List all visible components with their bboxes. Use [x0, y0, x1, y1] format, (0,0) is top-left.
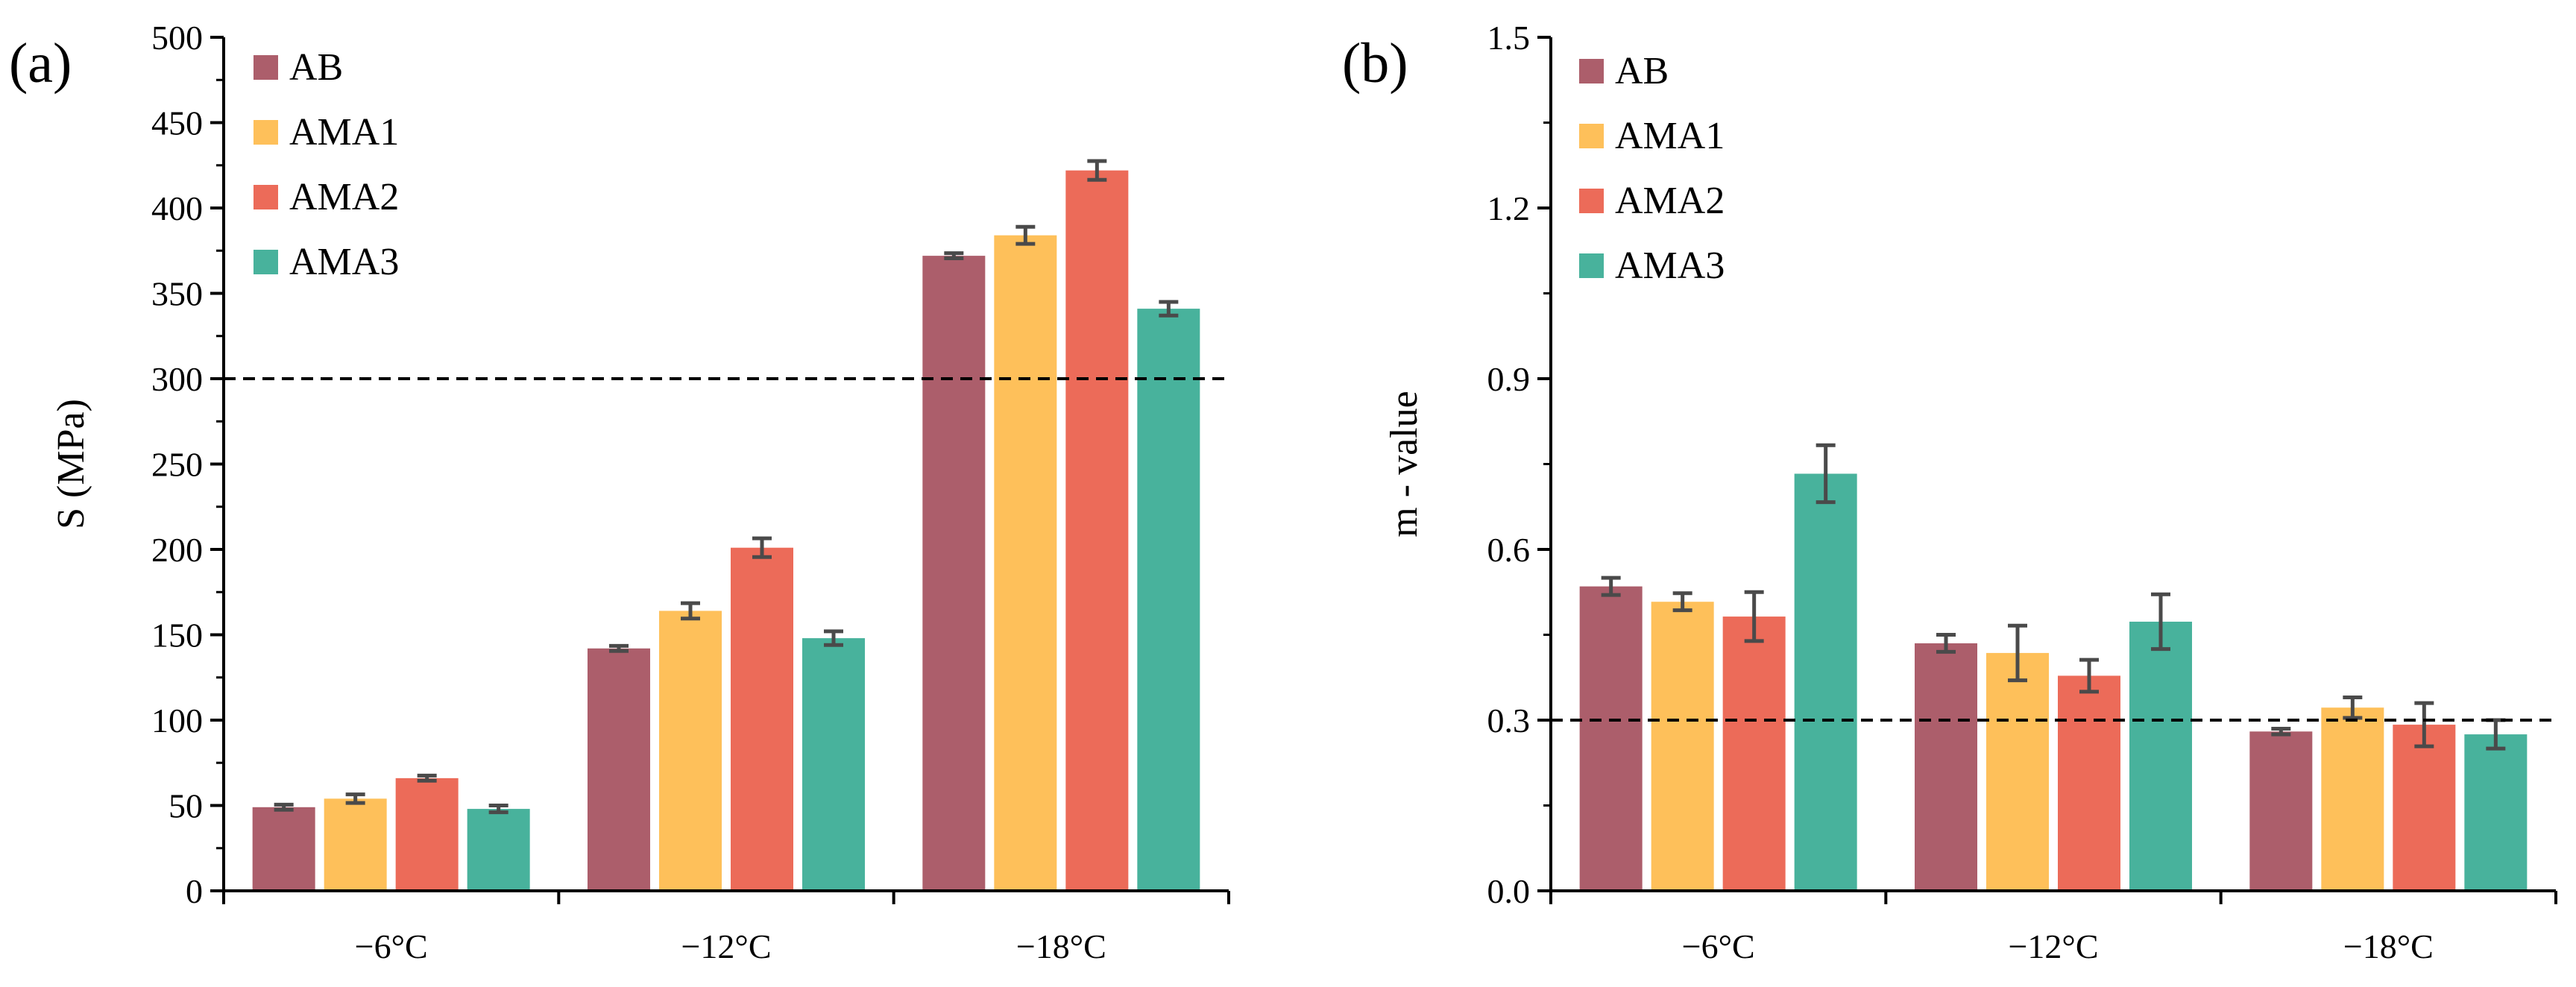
y-tick-label: 0.3: [1487, 701, 1531, 740]
bar-ama1-2: [2321, 707, 2384, 891]
legend-label-ama3: AMA3: [289, 241, 399, 283]
bar-ama2-0: [1722, 617, 1786, 891]
y-tick-label: 250: [151, 446, 203, 484]
bar-ama3-0: [1794, 473, 1857, 891]
y-axis-title: S (MPa): [50, 399, 92, 529]
x-tick-label: −6°C: [1682, 927, 1755, 965]
legend-swatch-ama1: [1579, 124, 1604, 148]
x-tick-label: −12°C: [2008, 927, 2098, 965]
legend-label-ama2: AMA2: [289, 176, 399, 218]
bar-ab-2: [922, 256, 986, 891]
legend-label-ab: AB: [289, 46, 343, 89]
y-axis-title: m - value: [1383, 391, 1426, 537]
bar-ab-0: [1579, 586, 1643, 891]
y-tick-label: 1.2: [1487, 189, 1531, 227]
bar-ab-2: [2249, 731, 2313, 891]
legend-label-ama1: AMA1: [1615, 115, 1725, 157]
legend-label-ama3: AMA3: [1615, 245, 1725, 287]
bar-ama2-2: [1065, 170, 1129, 891]
bar-ab-0: [252, 807, 315, 891]
panel-label: (a): [9, 32, 72, 95]
bar-ama2-0: [395, 778, 459, 891]
bar-ama1-2: [994, 235, 1057, 891]
y-tick-label: 0.6: [1487, 531, 1531, 569]
y-tick-label: 1.5: [1487, 19, 1531, 57]
legend-swatch-ama3: [1579, 253, 1604, 278]
bar-ama3-2: [1137, 309, 1200, 891]
x-tick-label: −18°C: [1016, 927, 1106, 965]
legend-label-ab: AB: [1615, 50, 1669, 92]
bar-ab-1: [1915, 643, 1977, 891]
y-tick-label: 350: [151, 275, 203, 313]
legend-swatch-ama3: [253, 250, 278, 274]
bar-ama2-1: [731, 547, 793, 891]
y-tick-label: 200: [151, 531, 203, 569]
x-tick-label: −18°C: [2343, 927, 2434, 965]
bar-ama1-1: [1986, 652, 2049, 891]
bar-ama2-2: [2393, 725, 2456, 891]
panel-label: (b): [1342, 32, 1408, 95]
legend-label-ama2: AMA2: [1615, 180, 1725, 222]
bar-ab-1: [588, 648, 650, 891]
y-tick-label: 300: [151, 360, 203, 398]
x-tick-label: −12°C: [681, 927, 771, 965]
legend-swatch-ama2: [253, 185, 278, 209]
y-tick-label: 100: [151, 701, 203, 740]
y-tick-label: 50: [169, 787, 203, 825]
panel-a-strength-chart: (a) S (MPa) 0 50 100 150 200 250 300 350 400 450 500…: [9, 19, 1230, 965]
bar-ama2-1: [2058, 675, 2120, 891]
x-tick-label: −6°C: [355, 927, 428, 965]
panel-b-m-value-chart: (b) m - value 0.0 0.3 0.6 0.9 1.2 1.5 −6°C −12°C −…: [1342, 19, 2557, 965]
legend-swatch-ab: [1579, 59, 1604, 83]
y-tick-label: 500: [151, 19, 203, 57]
bar-ama1-0: [1651, 602, 1714, 891]
bar-ama1-1: [659, 611, 722, 891]
bar-ama1-0: [324, 798, 387, 891]
bar-ama3-0: [467, 809, 530, 891]
bar-ama3-2: [2464, 734, 2528, 891]
bar-ama3-1: [802, 638, 865, 891]
legend-swatch-ama1: [253, 120, 278, 145]
y-tick-label: 0.9: [1487, 360, 1531, 398]
bar-ama3-1: [2129, 621, 2192, 891]
y-tick-label: 450: [151, 104, 203, 142]
legend-label-ama1: AMA1: [289, 111, 399, 154]
legend-swatch-ama2: [1579, 189, 1604, 213]
y-tick-label: 400: [151, 189, 203, 227]
y-tick-label: 0: [186, 872, 203, 910]
legend-swatch-ab: [253, 55, 278, 80]
y-tick-label: 150: [151, 617, 203, 655]
y-tick-label: 0.0: [1487, 872, 1531, 910]
